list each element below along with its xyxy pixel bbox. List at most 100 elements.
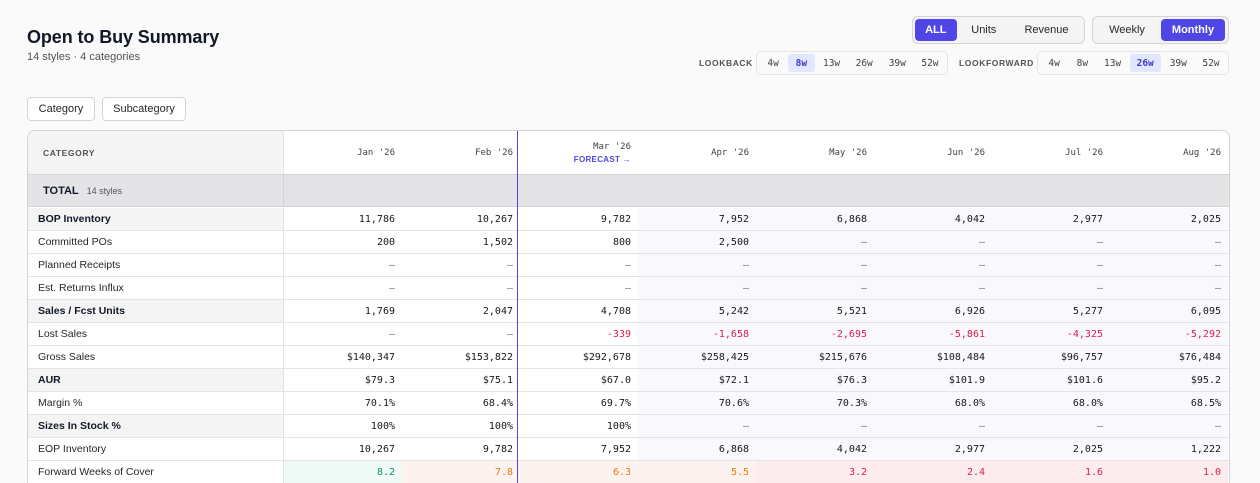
table-cell: — — [874, 254, 992, 276]
table-cell: 70.1% — [364, 397, 395, 409]
lookforward-option[interactable]: 13w — [1103, 57, 1122, 69]
table-cell: — — [756, 231, 874, 253]
page-title: Open to Buy Summary — [27, 27, 220, 47]
row-label: BOP Inventory — [28, 208, 284, 230]
group-by-category-button[interactable]: Category — [27, 97, 95, 121]
table-row: Planned Receipts — — — — — — — — — [28, 254, 1229, 277]
period-monthly-button[interactable]: Monthly — [1161, 19, 1225, 41]
table-cell: $67.0 — [600, 374, 631, 386]
table-cell: — — [1110, 254, 1228, 276]
table-cell: — — [756, 254, 874, 276]
row-label: Committed POs — [28, 231, 284, 253]
table-cell: 4,042 — [874, 208, 992, 230]
period-weekly-button[interactable]: Weekly — [1109, 24, 1145, 36]
lookback-option[interactable]: 8w — [788, 54, 815, 72]
lookback-option[interactable]: 4w — [767, 57, 779, 69]
table-row: Sizes In Stock % 100% 100% 100% — — — — — — [28, 415, 1229, 438]
lookforward-option[interactable]: 8w — [1076, 57, 1089, 69]
period-toggle: Weekly Monthly — [1092, 16, 1229, 44]
table-cell: 68.0% — [874, 392, 992, 414]
month-header: Feb '26 — [402, 131, 520, 174]
mode-toggle: ALL Units Revenue — [912, 16, 1085, 44]
table-cell: — — [874, 231, 992, 253]
table-cell: 6,095 — [1110, 300, 1228, 322]
table-cell: 4,042 — [756, 438, 874, 460]
table-cell: 1,769 — [364, 305, 395, 317]
table-cell: — — [756, 277, 874, 299]
month-header: Jun '26 — [874, 131, 992, 174]
group-by-subcategory-button[interactable]: Subcategory — [102, 97, 186, 121]
mode-units-button[interactable]: Units — [971, 24, 997, 36]
row-label: Est. Returns Influx — [28, 277, 284, 299]
table-cell: — — [624, 282, 631, 294]
table-header-row: CATEGORY Jan '26 Feb '26 Mar '26 FORECAS… — [28, 131, 1229, 175]
month-header: Apr '26 — [638, 131, 756, 174]
table-cell: — — [992, 231, 1110, 253]
table-cell: 9,782 — [482, 443, 513, 455]
table-cell: 68.5% — [1110, 392, 1228, 414]
table-cell: — — [1110, 415, 1228, 437]
lookforward-option[interactable]: 39w — [1169, 57, 1187, 69]
table-cell: 68.0% — [992, 392, 1110, 414]
mode-revenue-button[interactable]: Revenue — [1024, 24, 1069, 36]
row-label: EOP Inventory — [28, 438, 284, 460]
table-row: EOP Inventory 10,267 9,782 7,952 6,868 4,042 2… — [28, 438, 1229, 461]
lookback-option[interactable]: 39w — [888, 57, 906, 69]
total-style-count: 14 styles — [86, 185, 123, 196]
table-cell: $153,822 — [464, 351, 513, 363]
lookback-option[interactable]: 13w — [822, 57, 841, 69]
category-column-header[interactable]: CATEGORY — [28, 131, 284, 174]
table-cell: 2,977 — [874, 438, 992, 460]
month-header: May '26 — [756, 131, 874, 174]
table-row: BOP Inventory 11,786 10,267 9,782 7,952 6,868… — [28, 208, 1229, 231]
month-header: Jul '26 — [992, 131, 1110, 174]
month-header: Jan '26 — [284, 131, 402, 174]
table-row: Gross Sales $140,347 $153,822 $292,678 $258,… — [28, 346, 1229, 369]
row-label: Gross Sales — [28, 346, 284, 368]
total-row[interactable]: TOTAL 14 styles — [28, 175, 1229, 207]
table-cell: 7.8 — [402, 461, 520, 483]
mode-all-button[interactable]: ALL — [915, 19, 957, 41]
table-cell: $96,757 — [992, 346, 1110, 368]
table-cell: 69.7% — [600, 397, 631, 409]
table-cell: 7,952 — [638, 208, 756, 230]
month-label: Jun '26 — [947, 147, 985, 158]
table-cell: $76.3 — [756, 369, 874, 391]
table-cell: 2.4 — [874, 461, 992, 483]
table-cell: 10,267 — [358, 443, 395, 455]
table-cell: -2,695 — [756, 323, 874, 345]
table-cell: -339 — [606, 328, 631, 340]
lookback-option[interactable]: 26w — [855, 57, 873, 69]
table-cell: 6,868 — [638, 438, 756, 460]
lookback-label: LOOKBACK — [699, 58, 753, 68]
table-cell: — — [874, 277, 992, 299]
lookforward-option[interactable]: 4w — [1048, 57, 1060, 69]
table-cell: 1,502 — [482, 236, 513, 248]
month-label: Mar '26 — [593, 141, 631, 152]
table-cell: 5.5 — [638, 461, 756, 483]
lookforward-option[interactable]: 26w — [1129, 54, 1161, 72]
otb-table: CATEGORY Jan '26 Feb '26 Mar '26 FORECAS… — [27, 130, 1230, 483]
row-label: AUR — [28, 369, 284, 391]
total-label: TOTAL — [43, 184, 79, 197]
table-cell: 1.0 — [1110, 461, 1228, 483]
table-row: Committed POs 200 1,502 800 2,500— — — — — [28, 231, 1229, 254]
table-row: Sales / Fcst Units 1,769 2,047 4,708 5,242 5,… — [28, 300, 1229, 323]
table-cell: 2,025 — [1110, 208, 1228, 230]
month-label: Jul '26 — [1065, 147, 1103, 158]
row-label: Planned Receipts — [28, 254, 284, 276]
table-cell: 100% — [488, 420, 513, 432]
table-cell: 2,025 — [992, 438, 1110, 460]
table-cell: 9,782 — [600, 213, 631, 225]
lookback-selector: 4w 8w 13w 26w 39w 52w — [756, 51, 948, 75]
table-cell: -5,292 — [1110, 323, 1228, 345]
table-cell: 100% — [606, 420, 631, 432]
table-cell: 2,047 — [482, 305, 513, 317]
table-cell: — — [506, 259, 513, 271]
lookback-option[interactable]: 52w — [921, 57, 939, 69]
month-label: May '26 — [829, 147, 867, 158]
table-cell: $95.2 — [1110, 369, 1228, 391]
lookforward-option[interactable]: 52w — [1202, 57, 1220, 69]
table-cell: $292,678 — [582, 351, 631, 363]
row-label: Sizes In Stock % — [28, 415, 284, 437]
